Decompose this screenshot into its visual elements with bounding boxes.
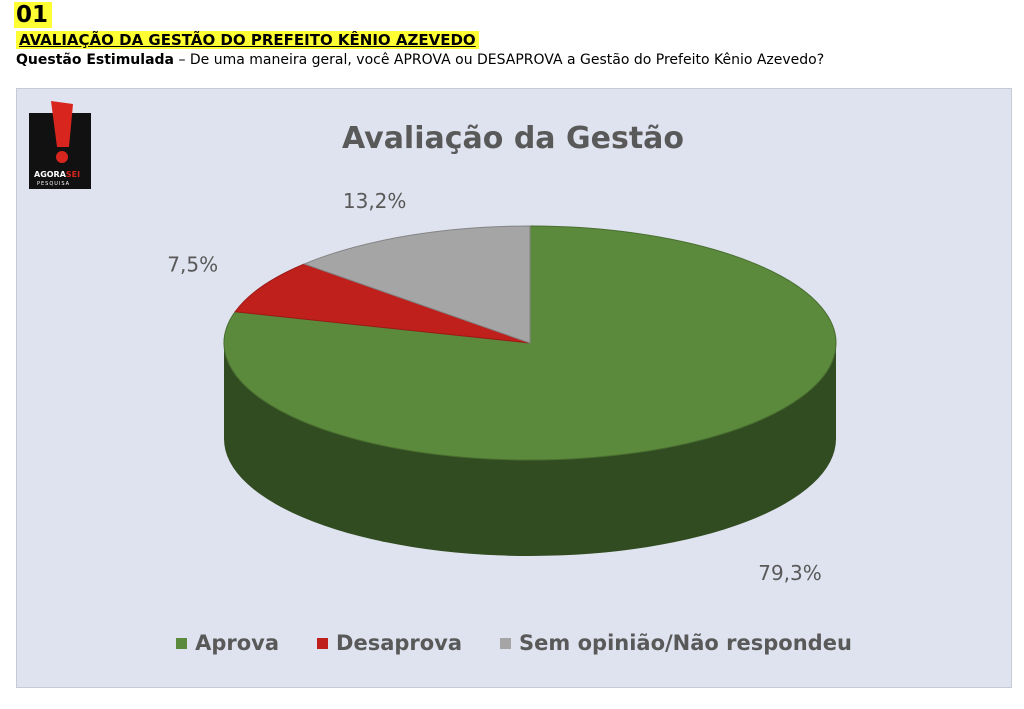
report-title: AVALIAÇÃO DA GESTÃO DO PREFEITO KÊNIO AZ… [16,31,479,49]
chart-title: Avaliação da Gestão [342,121,684,156]
logo-text-main: AGORA [34,170,67,179]
legend-item: Sem opinião/Não respondeu [500,631,852,655]
question-body: – De uma maneira geral, você APROVA ou D… [174,52,825,68]
question-label: Questão Estimulada [16,52,174,68]
legend-swatch [176,637,188,649]
chart-legend: Aprova Desaprova Sem opinião/Não respondeu [17,631,1011,655]
agorasei-logo: AGORASEI PESQUISA [29,101,91,189]
question-number: 01 [14,2,53,28]
data-labels: 79,3% 7,5% 13,2% [167,189,821,585]
legend-swatch [317,637,329,649]
logo-text-accent: SEI [66,170,80,179]
legend-label: Sem opinião/Não respondeu [519,631,852,655]
data-label-aprova: 79,3% [758,561,822,585]
legend-label: Aprova [195,631,280,655]
chart-panel: AGORASEI PESQUISA Avaliação da Gestão 79… [16,88,1012,688]
pie-side-aprova [224,343,836,556]
legend-item: Aprova [176,631,279,655]
pie-slice-desaprova [234,263,531,344]
pie-chart: Avaliação da Gestão 79,3% 7,5% 13,2% [167,121,837,585]
question-text: Questão Estimulada – De uma maneira gera… [16,51,824,69]
logo-text-sub: PESQUISA [37,181,70,187]
svg-text:AGORASEI: AGORASEI [34,170,80,179]
pie-slices [223,225,837,556]
data-label-sem-opini-o-n-o-respondeu: 13,2% [343,189,407,213]
legend-item: Desaprova [317,631,462,655]
data-label-desaprova: 7,5% [167,253,218,277]
legend-label: Desaprova [336,631,463,655]
pie-slice-sem-opini-o-n-o-respondeu [302,225,531,344]
legend-swatch [500,637,512,649]
